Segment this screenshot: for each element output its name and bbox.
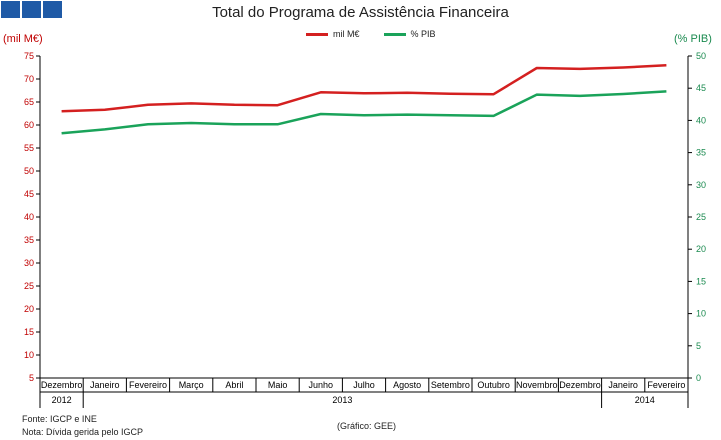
legend-label-mil: mil M€ (333, 29, 360, 39)
right-axis-tick-label: 0 (696, 373, 701, 383)
data-point-mil (104, 109, 107, 112)
data-point-pib (492, 115, 495, 118)
data-point-mil (622, 66, 625, 69)
left-axis-tick-label: 5 (29, 373, 34, 383)
data-point-mil (190, 102, 193, 105)
data-point-mil (536, 67, 539, 70)
x-axis-tick-label: Setembro (431, 380, 470, 390)
data-point-mil (276, 104, 279, 107)
year-label: 2012 (52, 395, 72, 405)
series-line-mil (61, 63, 667, 113)
left-axis-tick-label: 60 (24, 120, 34, 130)
data-point-mil (60, 110, 63, 113)
data-point-mil (492, 93, 495, 96)
x-axis-tick-label: Janeiro (608, 380, 638, 390)
left-axis-tick-label: 25 (24, 281, 34, 291)
data-point-pib (320, 113, 323, 116)
data-point-mil (406, 92, 409, 95)
left-axis-tick-label: 65 (24, 97, 34, 107)
left-axis-tick-label: 55 (24, 143, 34, 153)
x-axis-tick-label: Fevereiro (647, 380, 685, 390)
left-axis-tick-label: 30 (24, 258, 34, 268)
legend-swatch-mil (306, 32, 328, 36)
data-point-pib (104, 128, 107, 131)
data-point-pib (276, 123, 279, 126)
x-axis-tick-label: Agosto (393, 380, 421, 390)
legend: mil M€ % PIB (306, 29, 436, 39)
data-point-pib (449, 114, 452, 117)
x-axis-tick-label: Julho (353, 380, 375, 390)
legend-label-pib: % PIB (410, 29, 436, 39)
x-axis-tick-label: Junho (309, 380, 334, 390)
data-point-mil (363, 92, 366, 95)
logo-block (43, 1, 62, 18)
logo-block (1, 1, 20, 18)
logo-block (22, 1, 41, 18)
left-axis-tick-label: 70 (24, 74, 34, 84)
source-note: Fonte: IGCP e INE (22, 414, 97, 424)
left-axis-tick-label: 10 (24, 350, 34, 360)
right-axis-tick-label: 10 (696, 309, 706, 319)
data-point-pib (536, 93, 539, 96)
right-axis-unit: (% PIB) (674, 33, 712, 45)
data-point-pib (363, 114, 366, 117)
left-axis-tick-label: 35 (24, 235, 34, 245)
right-axis-tick-label: 50 (696, 51, 706, 61)
right-axis-tick-label: 30 (696, 180, 706, 190)
data-point-mil (147, 103, 150, 106)
x-axis-tick-label: Abril (225, 380, 243, 390)
data-point-pib (190, 122, 193, 125)
right-axis-tick-label: 15 (696, 276, 706, 286)
data-point-pib (665, 90, 668, 93)
data-point-mil (665, 64, 668, 67)
data-point-pib (147, 123, 150, 126)
series-line-pib (61, 90, 667, 135)
x-axis-tick-label: Dezembro (41, 380, 83, 390)
right-axis-tick-label: 35 (696, 148, 706, 158)
legend-item-mil: mil M€ (306, 29, 360, 39)
data-point-pib (406, 113, 409, 116)
data-point-pib (60, 132, 63, 135)
data-point-pib (579, 95, 582, 98)
graphic-credit: (Gráfico: GEE) (337, 421, 397, 431)
left-axis-tick-label: 50 (24, 166, 34, 176)
x-axis-tick-label: Novembro (516, 380, 558, 390)
legend-swatch-pib (383, 32, 406, 36)
x-axis-tick-label: Março (179, 380, 204, 390)
left-axis-tick-label: 45 (24, 189, 34, 199)
right-axis-tick-label: 20 (696, 244, 706, 254)
footnote: Nota: Dívida gerida pelo IGCP (22, 427, 144, 437)
chart-title: Total do Programa de Assistência Finance… (212, 4, 509, 21)
data-point-pib (622, 93, 625, 96)
x-axis-tick-label: Outubro (477, 380, 510, 390)
data-point-mil (449, 92, 452, 95)
logo (1, 1, 62, 18)
x-axis-tick-label: Janeiro (90, 380, 120, 390)
x-axis-tick-label: Fevereiro (129, 380, 167, 390)
right-axis-tick-label: 25 (696, 212, 706, 222)
left-axis-tick-label: 75 (24, 51, 34, 61)
data-point-mil (579, 68, 582, 71)
left-axis-unit: (mil M€) (3, 33, 43, 45)
data-point-mil (233, 103, 236, 106)
x-axis-tick-label: Maio (268, 380, 288, 390)
right-axis-tick-label: 5 (696, 341, 701, 351)
x-axis-tick-label: Dezembro (559, 380, 601, 390)
left-axis-tick-label: 40 (24, 212, 34, 222)
right-axis-tick-label: 40 (696, 115, 706, 125)
left-axis-tick-label: 20 (24, 304, 34, 314)
legend-item-pib: % PIB (383, 29, 436, 39)
year-label: 2014 (635, 395, 655, 405)
left-axis-tick-label: 15 (24, 327, 34, 337)
data-point-pib (233, 123, 236, 126)
year-label: 2013 (332, 395, 352, 405)
data-point-mil (320, 91, 323, 94)
right-axis-tick-label: 45 (696, 83, 706, 93)
